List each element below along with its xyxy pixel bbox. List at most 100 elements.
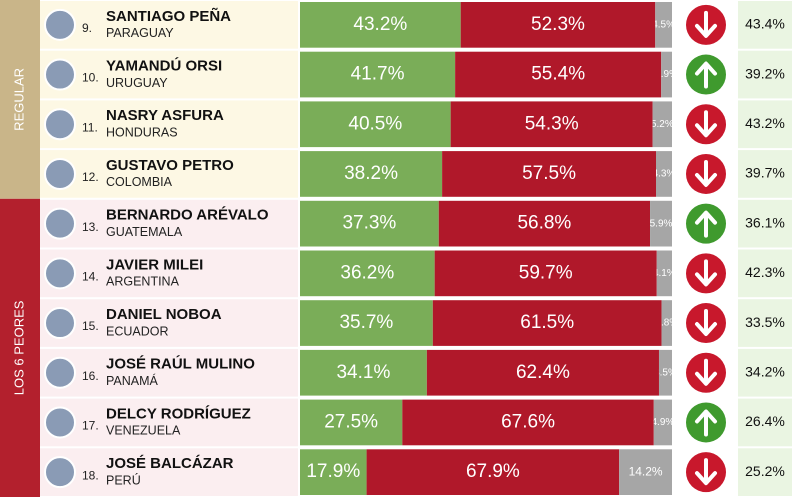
name: DELCY RODRÍGUEZ [106, 405, 251, 422]
group-band [0, 0, 40, 199]
previous-value: 26.4% [745, 413, 785, 429]
rank: 12. [82, 170, 99, 184]
approve-bar [300, 250, 435, 297]
approve-bar [300, 300, 433, 346]
previous-background [738, 299, 792, 347]
trend-arrow [695, 259, 717, 287]
group-band [0, 198, 40, 497]
disapprove-label: 55.4% [531, 64, 585, 85]
trend-arrow [695, 159, 717, 187]
approve-bar [300, 2, 461, 48]
unknown-label: 2.8% [655, 318, 678, 329]
unknown-bar [656, 250, 672, 297]
previous-value: 36.1% [745, 214, 785, 230]
country: ECUADOR [106, 324, 169, 338]
approve-label: 34.1% [336, 362, 390, 383]
approve-bar [300, 51, 456, 98]
previous-background [738, 199, 792, 248]
disapprove-bar [438, 200, 651, 247]
previous-value: 33.5% [745, 314, 785, 330]
previous-value: 43.4% [745, 16, 785, 32]
country: COLOMBIA [106, 175, 173, 189]
rank: 17. [82, 419, 99, 433]
name: JOSÉ RAÚL MULINO [106, 355, 255, 373]
approve-label: 35.7% [339, 312, 393, 333]
previous-background [738, 249, 792, 298]
unknown-label: 3.5% [654, 367, 677, 378]
row-background [40, 398, 298, 447]
previous-value: 42.3% [745, 264, 785, 280]
trend-arrow [695, 61, 717, 89]
row-background [40, 249, 298, 298]
name: JAVIER MILEI [106, 256, 203, 273]
previous-background [738, 398, 792, 447]
approve-bar [300, 449, 367, 495]
approve-bar [300, 349, 427, 396]
disapprove-label: 59.7% [519, 262, 573, 283]
country: GUATEMALA [106, 225, 183, 239]
rank: 13. [82, 220, 99, 234]
row-background [40, 299, 298, 347]
disapprove-label: 56.8% [517, 213, 571, 234]
country: HONDURAS [106, 126, 178, 140]
approve-label: 17.9% [306, 461, 360, 482]
unknown-bar [653, 399, 672, 446]
unknown-label: 4.9% [651, 417, 674, 428]
group-label: REGULAR [11, 68, 26, 131]
row-background [40, 1, 298, 49]
disapprove-label: 61.5% [520, 312, 574, 333]
previous-value: 39.2% [745, 65, 785, 81]
country: URUGUAY [106, 76, 168, 90]
unknown-label: 5.2% [651, 119, 674, 130]
previous-value: 25.2% [745, 463, 785, 479]
country: VENEZUELA [106, 424, 181, 438]
approve-label: 37.3% [342, 213, 396, 234]
approve-bar [300, 200, 439, 247]
rank: 15. [82, 319, 99, 333]
country: PERÚ [106, 472, 141, 487]
disapprove-bar [434, 250, 657, 297]
approve-label: 40.5% [348, 113, 402, 134]
row-background [40, 348, 298, 397]
previous-value: 34.2% [745, 363, 785, 379]
approve-label: 43.2% [353, 14, 407, 35]
photo [44, 207, 76, 240]
photo [44, 456, 76, 489]
disapprove-bar [450, 101, 653, 148]
unknown-bar [650, 200, 672, 247]
rank: 18. [82, 468, 99, 482]
approve-bar [300, 101, 451, 148]
approve-bar [300, 399, 403, 446]
previous-value: 39.7% [745, 165, 785, 181]
unknown-label: 14.2% [629, 464, 663, 478]
unknown-label: 5.9% [650, 218, 673, 229]
previous-background [738, 1, 792, 49]
photo [44, 356, 76, 389]
disapprove-bar [366, 449, 620, 495]
photo [44, 157, 76, 190]
disapprove-bar [455, 51, 662, 98]
trend-arrow [695, 210, 717, 238]
unknown-bar [661, 300, 672, 346]
previous-value: 43.2% [745, 115, 785, 131]
trend-arrow [695, 309, 717, 337]
previous-background [738, 150, 792, 198]
photo [44, 8, 76, 41]
photo [44, 257, 76, 290]
approve-bar [300, 151, 443, 197]
rank: 16. [82, 369, 99, 383]
country: ARGENTINA [106, 275, 180, 289]
unknown-bar [619, 449, 672, 495]
unknown-bar [652, 101, 672, 148]
previous-background [738, 50, 792, 99]
trend-arrow [695, 409, 717, 437]
disapprove-label: 62.4% [516, 362, 570, 383]
trend-arrow [695, 358, 717, 386]
unknown-label: 2.9% [655, 69, 678, 80]
disapprove-bar [432, 300, 662, 346]
disapprove-bar [442, 151, 657, 197]
previous-background [738, 348, 792, 397]
photo [44, 108, 76, 141]
name: JOSÉ BALCÁZAR [106, 455, 234, 472]
unknown-bar [661, 51, 672, 98]
